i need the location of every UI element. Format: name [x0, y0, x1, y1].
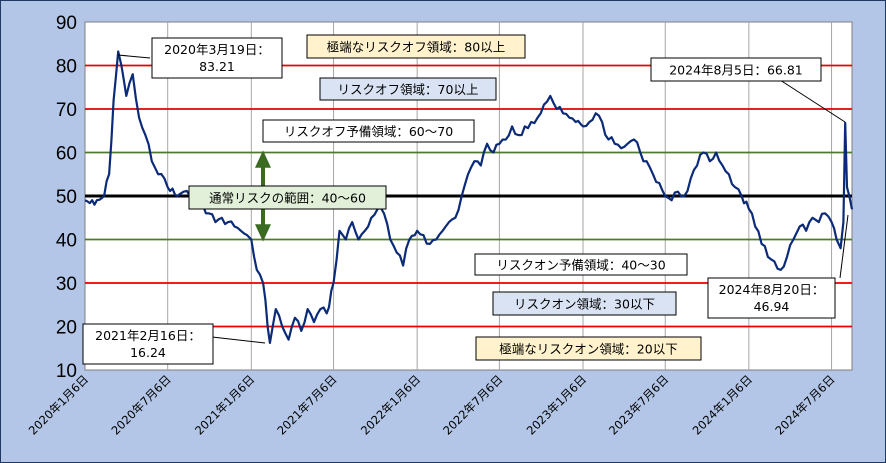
annotation-text: リスクオフ予備領域：60～70 [284, 124, 453, 139]
annotation-box [650, 57, 822, 82]
annotation-box [151, 37, 283, 79]
x-tick-label: 2020年7月6日 [108, 372, 173, 437]
annotation-box [319, 77, 497, 101]
annotation-text: リスクオフ領域：70以上 [338, 82, 479, 97]
y-tick-label: 50 [56, 187, 77, 208]
x-tick-label: 2020年1月6日 [26, 372, 91, 437]
annotation-text: 2024年8月5日：66.81 [669, 63, 803, 78]
annotation-box [306, 34, 526, 59]
annotation-box [188, 185, 387, 210]
range-arrow-head-up [255, 150, 271, 168]
annotation-text: リスクオン予備領域：40～30 [496, 258, 665, 273]
x-tick-label: 2024年1月6日 [690, 372, 755, 437]
x-tick-label: 2022年7月6日 [440, 372, 505, 437]
annotation-box [82, 323, 214, 365]
annotation-text: リスクオン領域：30以下 [514, 297, 655, 312]
y-tick-label: 10 [56, 361, 77, 382]
x-tick-label: 2021年7月6日 [274, 372, 339, 437]
y-tick-label: 30 [56, 274, 77, 295]
range-arrow-head-down [255, 224, 271, 242]
annotation-text: 16.24 [130, 345, 166, 360]
x-tick-label: 2023年7月6日 [606, 372, 671, 437]
y-tick-label: 60 [56, 144, 77, 165]
annotation-text: 2021年2月16日： [95, 328, 201, 343]
x-tick-label: 2023年1月6日 [524, 372, 589, 437]
annotation-text: 極端なリスクオフ領域：80以上 [327, 40, 505, 55]
annotation-text: 2024年8月20日： [719, 282, 825, 297]
annotation-text: 極端なリスクオン領域：20以下 [499, 342, 677, 357]
y-tick-label: 80 [56, 57, 77, 78]
annotation-box [475, 336, 702, 361]
annotation-text: 2020年3月19日： [164, 42, 270, 57]
annotation-leader [117, 54, 151, 59]
annotation-leader [839, 214, 849, 279]
y-tick-label: 90 [56, 13, 77, 34]
annotation-box [474, 253, 688, 276]
annotation-box [707, 277, 836, 319]
y-tick-label: 70 [56, 100, 77, 121]
x-tick-label: 2024年7月6日 [772, 372, 837, 437]
annotation-leader [211, 336, 266, 344]
annotation-box [262, 119, 475, 143]
y-tick-label: 20 [56, 318, 77, 339]
x-tick-label: 2021年1月6日 [192, 372, 257, 437]
x-tick-label: 2022年1月6日 [358, 372, 423, 437]
annotation-text: 46.94 [754, 299, 790, 314]
annotation-text: 通常リスクの範囲：40～60 [209, 191, 366, 206]
annotation-text: 83.21 [199, 59, 235, 74]
annotation-box [492, 291, 677, 316]
y-tick-label: 40 [56, 231, 77, 252]
annotation-leader [779, 79, 846, 123]
